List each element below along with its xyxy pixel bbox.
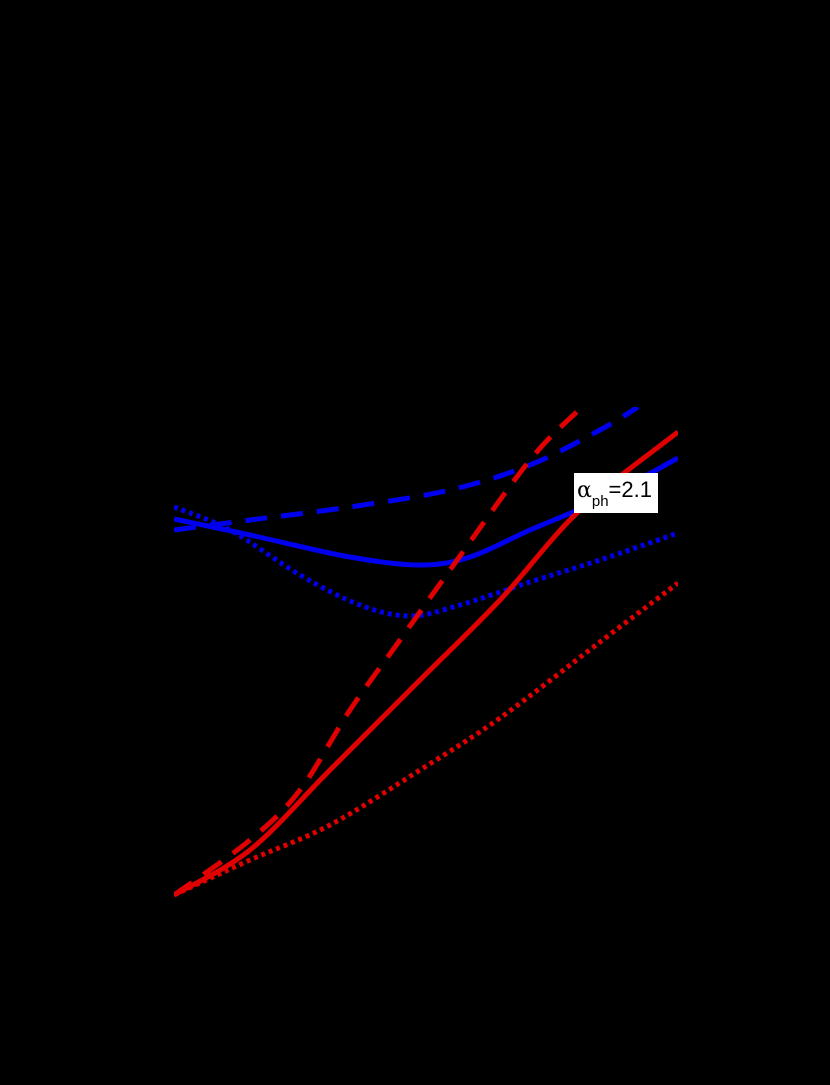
- series-blue-dotted: [174, 504, 678, 619]
- series-red-dotted: [174, 581, 678, 898]
- annotation-symbol: α: [577, 478, 592, 503]
- annotation-value: =2.1: [608, 477, 652, 502]
- alpha-ph-annotation: αph=2.1: [574, 473, 658, 513]
- series-red-dashed: [174, 407, 584, 898]
- annotation-subscript: ph: [591, 493, 609, 510]
- series-blue-dashed: [174, 407, 640, 533]
